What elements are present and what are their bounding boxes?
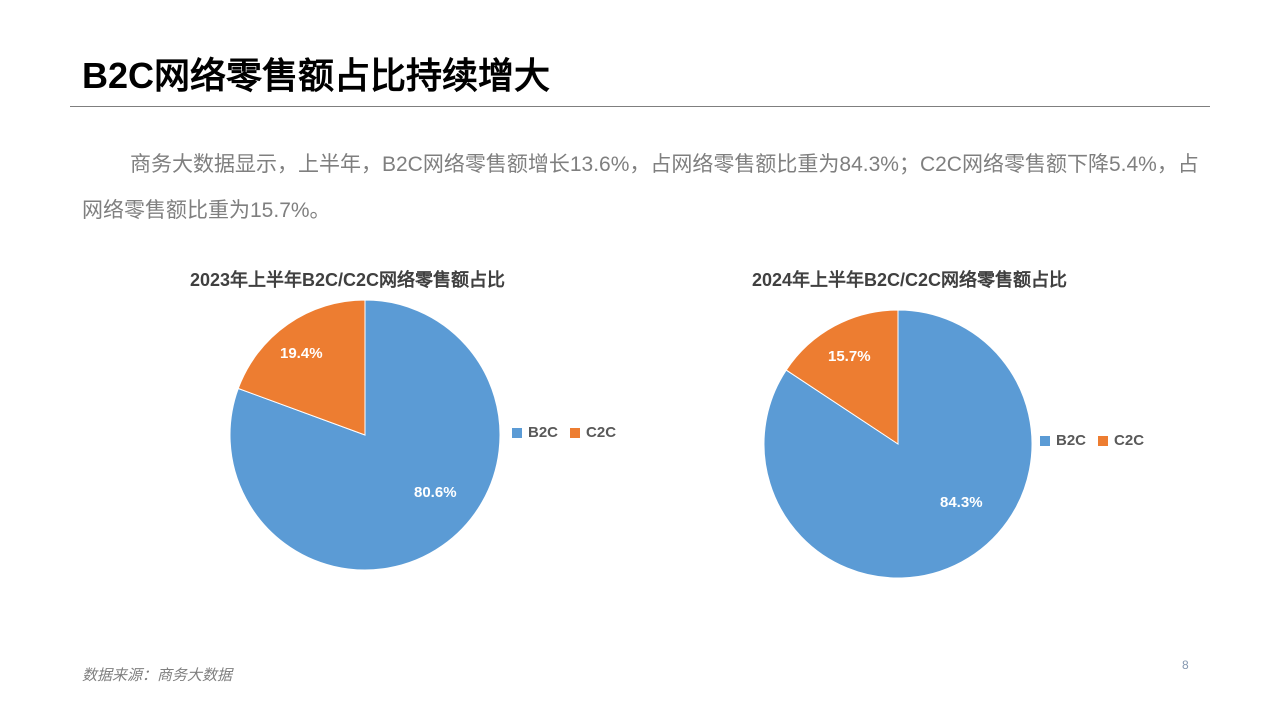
data-source-note: 数据来源：商务大数据 — [82, 667, 233, 684]
legend-2024: B2C C2C — [1040, 432, 1156, 449]
slide-title: B2C网络零售额占比持续增大 — [82, 55, 551, 96]
data-label-b2c-2024: 84.3% — [940, 494, 983, 511]
pie-slice-c2c-2023[interactable] — [237, 299, 366, 436]
page-number: 8 — [1182, 658, 1189, 672]
legend-item-b2c: B2C — [512, 424, 558, 441]
legend-item-c2c: C2C — [570, 424, 616, 441]
legend-item-b2c: B2C — [1040, 432, 1086, 449]
legend-label-b2c: B2C — [528, 424, 559, 441]
legend-swatch-b2c — [512, 427, 522, 438]
chart-title-2023: 2023年上半年B2C/C2C网络零售额占比 — [190, 270, 506, 290]
legend-2023: B2C C2C — [512, 424, 628, 441]
legend-swatch-c2c — [1098, 435, 1109, 446]
legend-label-c2c: C2C — [1114, 432, 1145, 449]
legend-swatch-b2c — [1040, 435, 1050, 446]
pie-slice-c2c-2024[interactable] — [785, 309, 899, 445]
title-divider — [70, 106, 1210, 107]
legend-item-c2c: C2C — [1098, 432, 1144, 449]
chart-title-2024: 2024年上半年B2C/C2C网络零售额占比 — [752, 270, 1068, 290]
legend-swatch-c2c — [570, 427, 581, 438]
summary-paragraph: 商务大数据显示，上半年，B2C网络零售额增长13.6%，占网络零售额比重为84.… — [82, 153, 1199, 222]
data-label-c2c-2023: 19.4% — [280, 345, 323, 362]
data-label-b2c-2023: 80.6% — [414, 484, 457, 501]
data-label-c2c-2024: 15.7% — [828, 348, 871, 365]
legend-label-c2c: C2C — [586, 424, 617, 441]
legend-label-b2c: B2C — [1056, 432, 1087, 449]
